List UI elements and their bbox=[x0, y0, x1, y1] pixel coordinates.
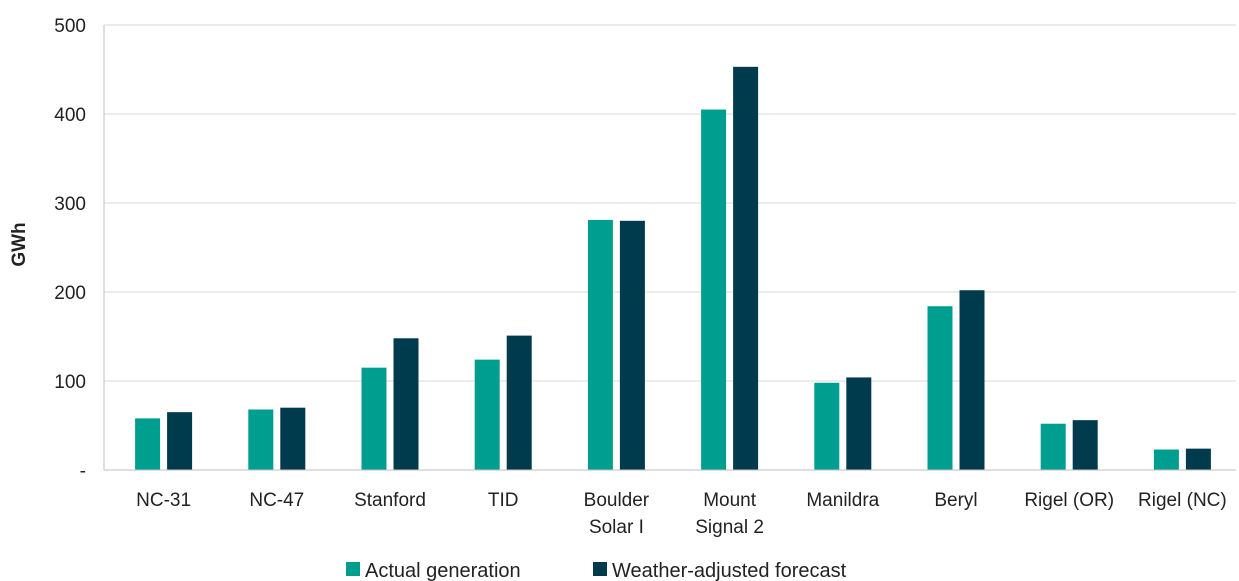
legend: Actual generation Weather-adjusted foreca… bbox=[346, 560, 847, 581]
legend-swatch bbox=[346, 562, 360, 576]
x-tick-label: Rigel (OR) bbox=[1024, 490, 1114, 511]
y-tick-label: 100 bbox=[54, 372, 86, 393]
bar-forecast bbox=[506, 335, 532, 470]
bar-forecast bbox=[846, 377, 872, 470]
bar-forecast bbox=[167, 412, 193, 470]
bar-forecast bbox=[733, 66, 759, 470]
y-tick-label: - bbox=[80, 461, 86, 482]
x-axis: NC-31 NC-47 Stanford TID Boulder Solar I Mount… bbox=[104, 469, 1236, 538]
bar-actual bbox=[814, 382, 840, 470]
bar-actual bbox=[701, 109, 727, 471]
legend-swatch bbox=[593, 562, 607, 576]
bar-forecast bbox=[393, 338, 419, 470]
x-tick-label: Manildra bbox=[806, 490, 879, 511]
x-tick-label: Stanford bbox=[354, 490, 426, 511]
bar-forecast bbox=[959, 290, 985, 470]
bar-forecast bbox=[619, 220, 645, 470]
x-tick-label: Boulder Solar I bbox=[584, 490, 650, 538]
bar-forecast bbox=[280, 407, 306, 470]
gridlines bbox=[104, 24, 1236, 382]
bars bbox=[135, 66, 1211, 471]
legend-label: Weather-adjusted forecast bbox=[612, 560, 847, 581]
y-axis: - 100 200 300 400 500 bbox=[54, 16, 105, 482]
y-tick-label: 400 bbox=[54, 105, 86, 126]
bar-actual bbox=[1040, 423, 1066, 470]
bar-actual bbox=[474, 359, 500, 470]
bar-actual bbox=[361, 367, 387, 470]
x-tick-label: TID bbox=[488, 490, 519, 511]
bar-actual bbox=[135, 418, 161, 470]
y-tick-label: 200 bbox=[54, 283, 86, 304]
bar-actual bbox=[1153, 449, 1179, 470]
y-tick-label: 500 bbox=[54, 16, 86, 37]
legend-label: Actual generation bbox=[365, 560, 521, 581]
x-tick-label: NC-47 bbox=[249, 490, 304, 511]
bar-actual bbox=[248, 409, 274, 470]
x-tick-label: Mount Signal 2 bbox=[695, 490, 764, 538]
bar-forecast bbox=[1072, 420, 1098, 470]
x-tick-label: Rigel (NC) bbox=[1138, 490, 1227, 511]
x-tick-label: Beryl bbox=[934, 490, 977, 511]
bar-actual bbox=[587, 219, 613, 470]
y-tick-label: 300 bbox=[54, 194, 86, 215]
x-tick-label: NC-31 bbox=[136, 490, 191, 511]
bar-actual bbox=[927, 306, 953, 470]
bar-forecast bbox=[1185, 448, 1211, 470]
y-axis-title: GWh bbox=[9, 222, 30, 266]
